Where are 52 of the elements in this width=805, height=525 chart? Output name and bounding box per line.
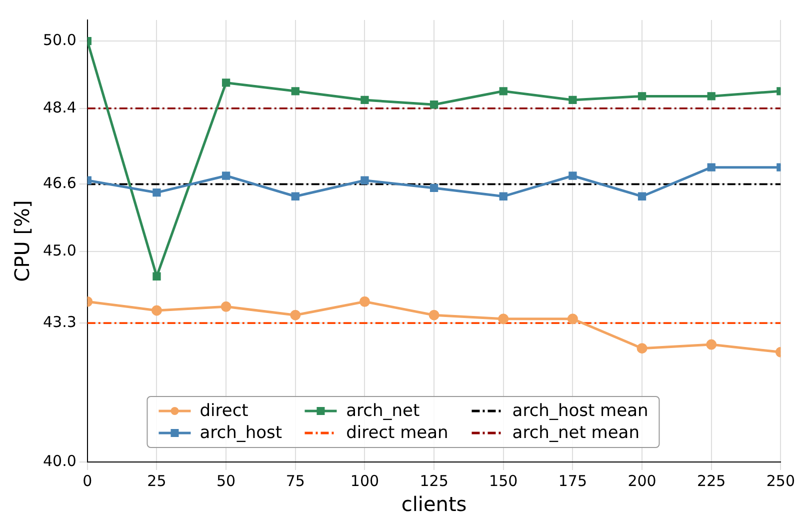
point [638, 92, 646, 100]
x-tick-label: 200 [628, 472, 656, 490]
point [359, 296, 370, 307]
point [291, 87, 300, 96]
y-tick-label: 40.0 [42, 452, 76, 470]
point [567, 314, 578, 324]
point [498, 314, 509, 324]
point [220, 301, 232, 312]
y-tick-label: 46.6 [42, 174, 76, 192]
legend-label: direct [200, 401, 248, 421]
x-tick-label: 75 [286, 472, 305, 490]
x-tick-label: 225 [697, 472, 726, 490]
x-tick-label: 100 [350, 472, 380, 490]
legend-label: direct mean [346, 423, 448, 443]
legend-label: arch_host [200, 423, 282, 443]
x-axis-title: clients [401, 492, 467, 516]
point [291, 192, 300, 200]
x-tick-label: 0 [82, 472, 92, 490]
point [290, 310, 301, 320]
point [636, 343, 648, 354]
point [428, 310, 440, 320]
x-tick-label: 175 [558, 472, 588, 490]
point [706, 339, 717, 350]
legend-label: arch_host mean [512, 401, 648, 421]
point [152, 188, 161, 197]
y-tick-label: 50.0 [42, 30, 76, 49]
point [222, 172, 230, 180]
point [499, 87, 508, 96]
x-tick-label: 50 [216, 472, 236, 490]
y-tick-label: 48.4 [42, 98, 76, 116]
x-tick-label: 150 [489, 472, 518, 490]
point [151, 305, 162, 316]
point [430, 100, 438, 109]
x-tick-label: 25 [147, 472, 166, 490]
point [222, 78, 230, 87]
point [568, 172, 577, 180]
point [707, 92, 716, 100]
point [707, 163, 716, 172]
point [152, 272, 161, 280]
point [568, 96, 577, 104]
point [360, 96, 369, 104]
point [430, 184, 438, 192]
point [360, 176, 369, 184]
y-tick-label: 45.0 [42, 241, 76, 260]
legend-label: arch_net [346, 401, 420, 421]
point [638, 192, 646, 200]
point [499, 192, 508, 200]
legend-label: arch_net mean [512, 423, 640, 443]
x-tick-label: 125 [420, 472, 448, 490]
y-axis-title: CPU [%] [10, 200, 34, 282]
x-tick-label: 250 [766, 472, 796, 490]
y-tick-label: 43.3 [42, 312, 76, 331]
